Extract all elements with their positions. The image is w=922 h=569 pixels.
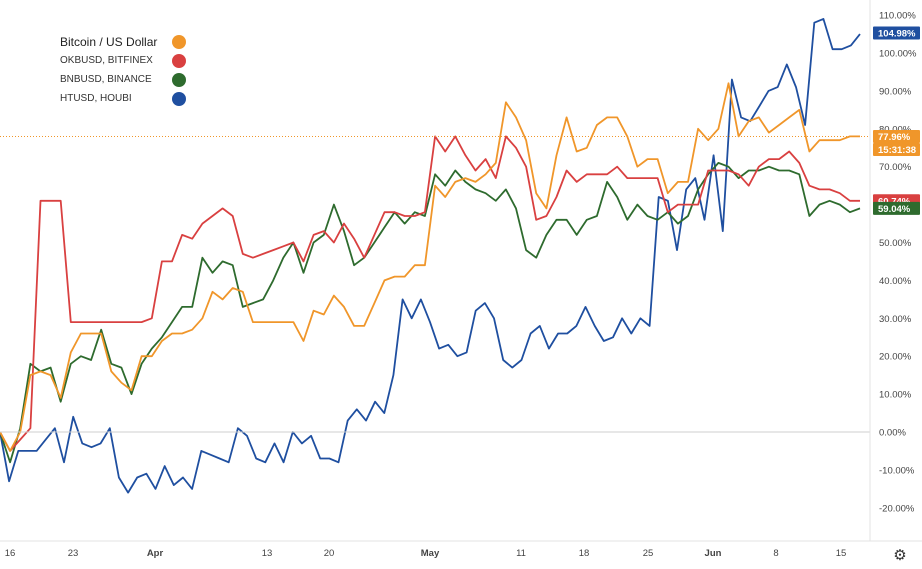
btcusd-time-tag: 15:31:38: [873, 143, 920, 157]
x-tick-label: 15: [836, 548, 847, 559]
y-tick-label: 50.00%: [879, 238, 912, 249]
x-tick-label: Apr: [147, 548, 164, 559]
legend-swatch: [172, 53, 186, 68]
gear-icon[interactable]: ⚙: [893, 546, 907, 564]
x-tick-label: 25: [643, 548, 654, 559]
x-tick-label: 16: [5, 548, 16, 559]
series-line-bitcoin: [0, 82, 860, 452]
legend-item-okbusd[interactable]: OKBUSD, BITFINEX: [60, 51, 186, 70]
x-tick-label: 8: [773, 548, 778, 559]
x-tick-label: 20: [324, 548, 335, 559]
x-tick-label: May: [421, 548, 440, 559]
x-axis: 16 23 Apr 13 20 May 11 18 25 Jun 8 15: [0, 540, 922, 559]
htusd-value-tag: 104.98%: [873, 26, 920, 40]
legend-swatch: [172, 91, 186, 106]
legend-swatch: [172, 34, 186, 49]
x-tick-label: 11: [516, 548, 526, 559]
legend-item-btcusd[interactable]: Bitcoin / US Dollar: [60, 32, 186, 51]
legend-item-bnbusd[interactable]: BNBUSD, BINANCE: [60, 70, 186, 89]
x-tick-label: 18: [579, 548, 590, 559]
y-tick-label: 30.00%: [879, 314, 912, 325]
svg-text:60.74%: 60.74%: [878, 196, 911, 207]
x-tick-label: 13: [262, 548, 273, 559]
legend-label: Bitcoin / US Dollar: [60, 34, 158, 49]
y-tick-label: 80.00%: [879, 124, 912, 135]
y-tick-label: 70.00%: [879, 162, 912, 173]
legend-item-htusd[interactable]: HTUSD, HOUBI: [60, 89, 186, 108]
y-tick-label: 20.00%: [879, 352, 912, 363]
series-line-okbusd: [0, 135, 860, 452]
y-tick-label: 0.00%: [879, 428, 906, 439]
bnbusd-value-tag: 59.04%: [873, 201, 920, 215]
legend-label: HTUSD, HOUBI: [60, 93, 132, 104]
y-tick-label: 110.00%: [879, 11, 916, 22]
x-tick-label: Jun: [705, 548, 722, 559]
legend-swatch: [172, 72, 186, 87]
reference-layer: [0, 136, 870, 433]
x-tick-label: 23: [68, 548, 79, 559]
y-tick-label: 40.00%: [879, 276, 912, 287]
series-line-bnbusd: [0, 161, 861, 464]
series-layer: [0, 17, 861, 494]
svg-text:77.96%: 77.96%: [878, 132, 911, 143]
svg-text:104.98%: 104.98%: [878, 29, 916, 40]
y-tick-label: 10.00%: [879, 390, 912, 401]
legend-label: BNBUSD, BINANCE: [60, 74, 152, 85]
series-line-htusd: [0, 17, 861, 494]
y-tick-label: 100.00%: [879, 49, 917, 60]
legend-label: OKBUSD, BITFINEX: [60, 55, 153, 66]
y-tick-label: -20.00%: [879, 503, 915, 514]
btcusd-value-tag: 77.96%: [873, 130, 920, 144]
y-axis: -20.00% -10.00% 0.00% 10.00% 20.00% 30.00% 40.…: [869, 0, 917, 541]
svg-text:59.04%: 59.04%: [878, 204, 911, 215]
y-tick-label: 90.00%: [879, 86, 912, 97]
value-tags: 104.98% 77.96% 15:31:38 60.74%59.04%: [873, 26, 920, 215]
y-tick-label: -10.00%: [879, 465, 915, 476]
legend: Bitcoin / US Dollar OKBUSD, BITFINEX BNB…: [60, 32, 186, 108]
svg-text:15:31:38: 15:31:38: [878, 145, 916, 156]
